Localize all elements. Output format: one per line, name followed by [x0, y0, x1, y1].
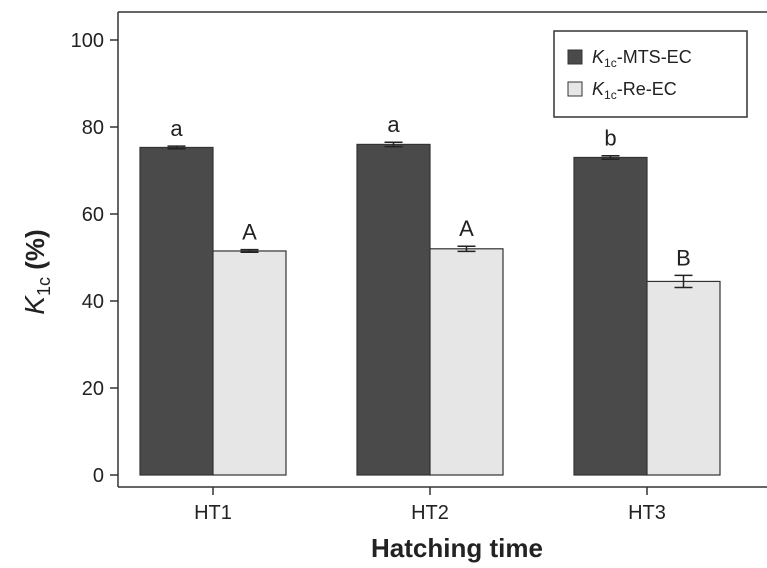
- y-axis-title-main: K: [19, 295, 50, 315]
- legend-label-re-main: K: [592, 79, 605, 99]
- y-axis-title: K1c (%): [19, 229, 54, 314]
- bar-ht1-re: [212, 250, 287, 476]
- legend-label-re-sub: 1c: [604, 88, 617, 102]
- legend: K1c-MTS-EC K1c-Re-EC: [553, 30, 748, 118]
- bar-ht3-mts: [573, 156, 648, 476]
- y-tick-label: 40: [82, 291, 104, 313]
- y-tick-label: 0: [93, 465, 104, 487]
- legend-label-mts-sub: 1c: [604, 56, 617, 70]
- x-tick-label: HT3: [628, 502, 666, 524]
- y-tick-label: 100: [71, 30, 104, 52]
- bar-ht1-mts: [139, 146, 214, 476]
- significance-label: B: [676, 245, 691, 270]
- significance-label: A: [459, 216, 474, 241]
- significance-label: a: [387, 112, 400, 137]
- legend-label-mts-rest: -MTS-EC: [617, 47, 692, 67]
- y-tick-label: 80: [82, 117, 104, 139]
- significance-label: a: [170, 116, 183, 141]
- legend-box: [553, 30, 748, 118]
- bars-layer: a Aa Ab B: [139, 112, 721, 476]
- legend-label-mts-main: K: [592, 47, 605, 67]
- x-tick-label: HT2: [411, 502, 449, 524]
- legend-swatch-mts: [567, 49, 583, 65]
- x-tick-label: HT1: [194, 502, 232, 524]
- y-axis-title-sub: 1c: [34, 277, 54, 296]
- axes-layer: 0 20 40 60 80 100 HT1 HT2 HT3: [71, 11, 767, 524]
- bar-ht2-mts: [356, 143, 431, 476]
- significance-label: b: [604, 126, 616, 151]
- bar-ht3-re: [646, 280, 721, 476]
- legend-label-re: K1c-Re-EC: [592, 79, 677, 102]
- y-axis-title-unit: (%): [20, 229, 50, 277]
- y-tick-label: 60: [82, 204, 104, 226]
- legend-label-mts: K1c-MTS-EC: [592, 47, 692, 70]
- bar-ht2-re: [429, 248, 504, 476]
- y-tick-label: 20: [82, 378, 104, 400]
- legend-swatch-re: [567, 81, 583, 97]
- significance-label: A: [242, 220, 257, 245]
- x-axis-title: Hatching time: [371, 533, 543, 563]
- legend-label-re-rest: -Re-EC: [617, 79, 677, 99]
